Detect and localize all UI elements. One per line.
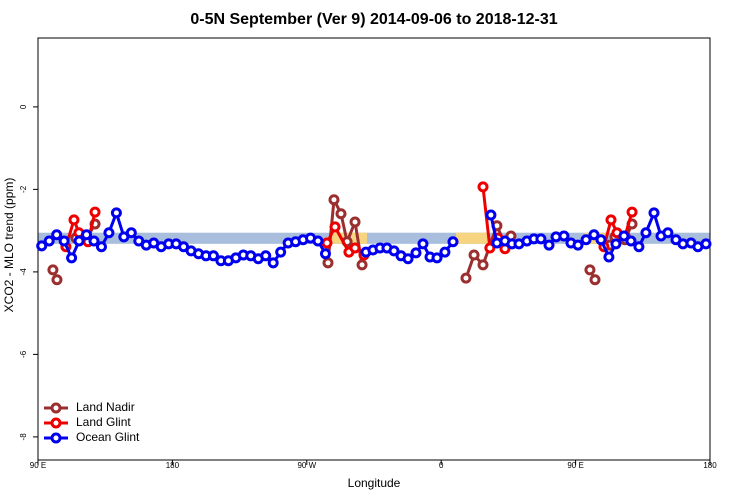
point bbox=[633, 241, 645, 253]
point bbox=[439, 246, 451, 258]
point bbox=[605, 214, 617, 226]
y-tick-label: -4 bbox=[19, 268, 28, 276]
y-tick-label: -8 bbox=[19, 433, 28, 441]
point bbox=[595, 234, 607, 246]
point bbox=[260, 250, 272, 262]
point bbox=[589, 274, 601, 286]
point bbox=[89, 206, 101, 218]
point bbox=[47, 264, 59, 276]
point bbox=[648, 207, 660, 219]
point bbox=[356, 259, 368, 271]
point bbox=[322, 257, 334, 269]
legend-label: Land Nadir bbox=[76, 400, 135, 414]
point bbox=[610, 238, 622, 250]
point bbox=[460, 272, 472, 284]
point bbox=[662, 227, 674, 239]
y-axis-label: XCO2 - MLO trend (ppm) bbox=[2, 178, 16, 313]
reference-band bbox=[38, 232, 710, 244]
point bbox=[335, 208, 347, 220]
point bbox=[95, 241, 107, 253]
point bbox=[125, 227, 137, 239]
x-tick-label: 90 E bbox=[567, 461, 583, 470]
legend-label: Ocean Glint bbox=[76, 430, 140, 444]
legend-marker bbox=[50, 432, 62, 444]
x-tick-label: 90 E bbox=[30, 461, 46, 470]
point bbox=[572, 239, 584, 251]
point bbox=[477, 181, 489, 193]
point bbox=[51, 274, 63, 286]
point bbox=[558, 230, 570, 242]
x-tick-label: 180 bbox=[703, 461, 717, 470]
point bbox=[36, 240, 48, 252]
point bbox=[321, 237, 333, 249]
point bbox=[618, 230, 630, 242]
point bbox=[588, 229, 600, 241]
point bbox=[68, 214, 80, 226]
point bbox=[417, 238, 429, 250]
legend-marker bbox=[50, 402, 62, 414]
point bbox=[349, 242, 361, 254]
point bbox=[485, 209, 497, 221]
y-tick-label: -6 bbox=[19, 350, 28, 358]
point bbox=[58, 235, 70, 247]
point bbox=[312, 235, 324, 247]
point bbox=[207, 250, 219, 262]
point bbox=[349, 216, 361, 228]
point bbox=[66, 252, 78, 264]
point bbox=[43, 235, 55, 247]
point bbox=[625, 235, 637, 247]
point bbox=[580, 234, 592, 246]
x-tick-label: 0 bbox=[439, 461, 444, 470]
point bbox=[477, 259, 489, 271]
point bbox=[73, 235, 85, 247]
x-axis-label: Longitude bbox=[348, 476, 401, 490]
point bbox=[447, 236, 459, 248]
legend-marker bbox=[50, 417, 62, 429]
point bbox=[626, 206, 638, 218]
point bbox=[603, 251, 615, 263]
x-tick-label: 180 bbox=[166, 461, 180, 470]
point bbox=[88, 235, 100, 247]
highlight-band bbox=[455, 232, 490, 244]
y-tick-label: 0 bbox=[19, 104, 28, 109]
point bbox=[431, 252, 443, 264]
chart-title: 0-5N September (Ver 9) 2014-09-06 to 201… bbox=[190, 11, 557, 28]
point bbox=[81, 229, 93, 241]
point bbox=[329, 221, 341, 233]
legend-label: Land Glint bbox=[76, 415, 131, 429]
point bbox=[275, 246, 287, 258]
point bbox=[484, 242, 496, 254]
y-tick-label: -2 bbox=[19, 185, 28, 193]
point bbox=[319, 248, 331, 260]
point bbox=[535, 233, 547, 245]
point bbox=[267, 257, 279, 269]
point bbox=[402, 253, 414, 265]
point bbox=[700, 238, 712, 250]
point bbox=[543, 239, 555, 251]
point bbox=[51, 229, 63, 241]
point bbox=[110, 207, 122, 219]
point bbox=[410, 247, 422, 259]
point bbox=[388, 245, 400, 257]
x-tick-label: 90 W bbox=[297, 461, 316, 470]
point bbox=[640, 227, 652, 239]
point bbox=[103, 227, 115, 239]
point bbox=[468, 249, 480, 261]
point bbox=[584, 264, 596, 276]
point bbox=[328, 194, 340, 206]
